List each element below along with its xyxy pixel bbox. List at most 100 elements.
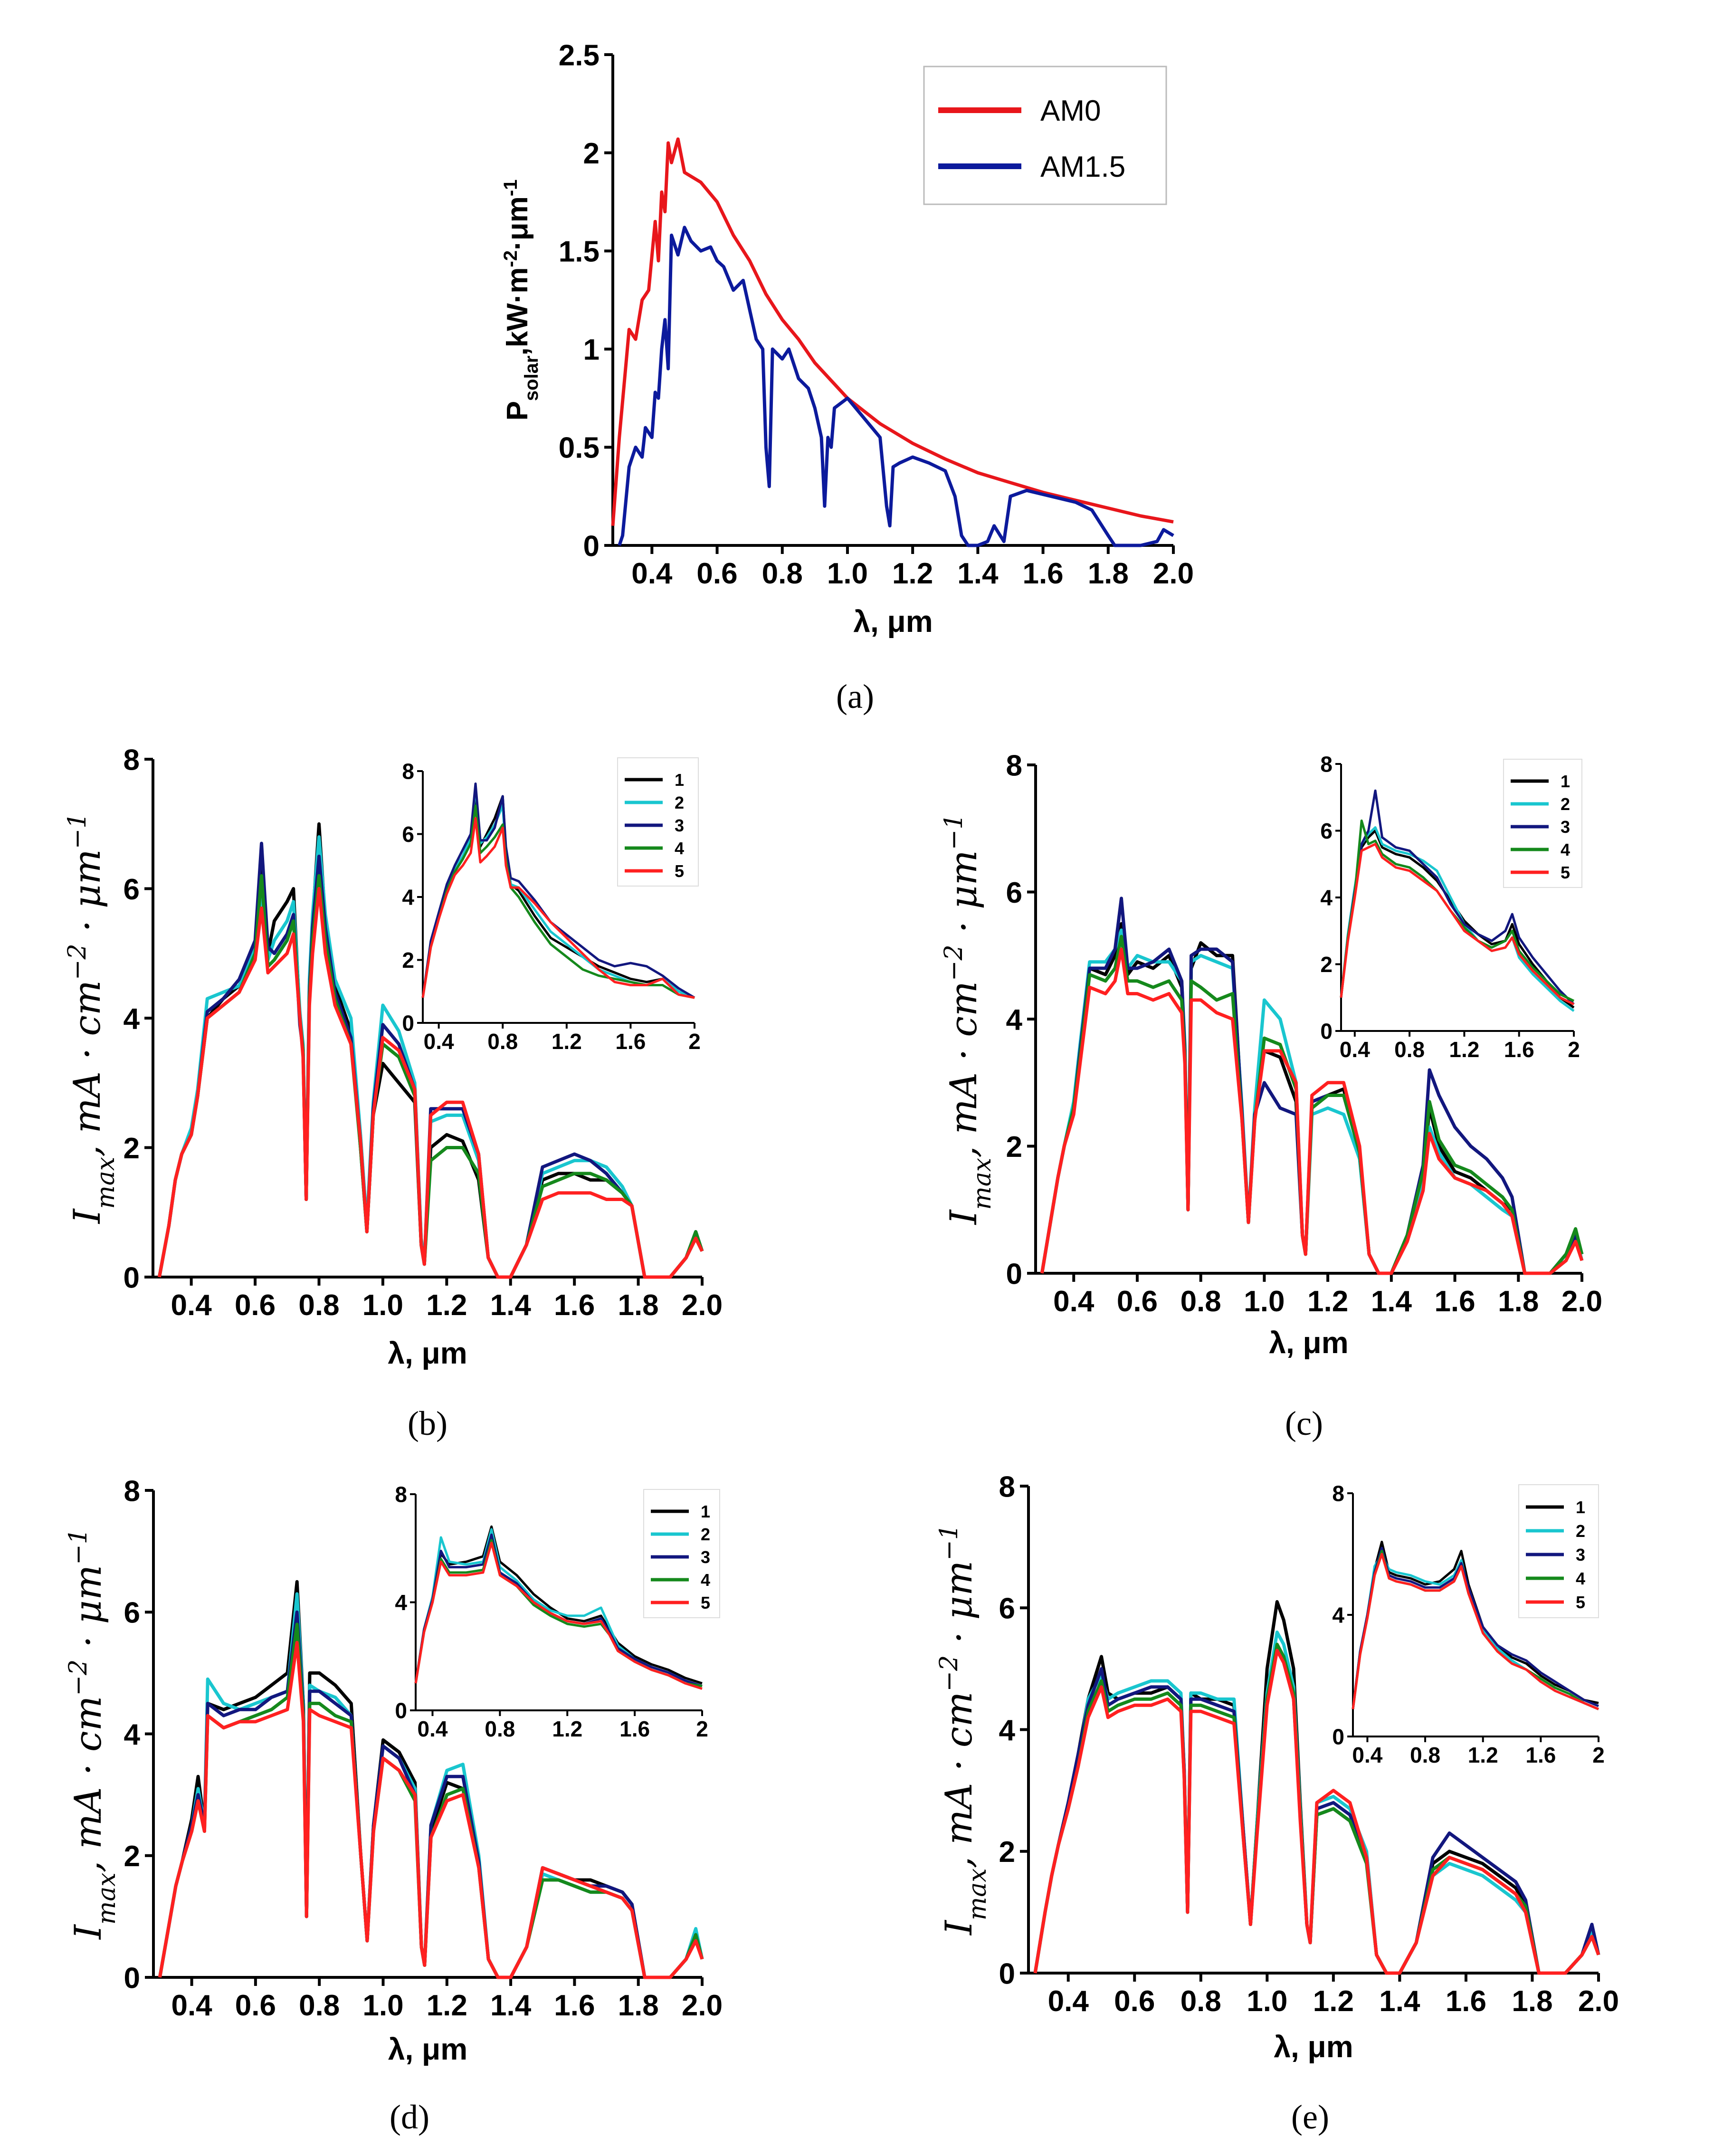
panel-e-y-tick-label: 8 bbox=[999, 1470, 1015, 1503]
panel-c-x-tick-label: 1.2 bbox=[1307, 1285, 1348, 1318]
panel-b-inset-y-tick-label: 8 bbox=[402, 759, 414, 784]
panel-c-x-tick-label: 0.8 bbox=[1180, 1285, 1221, 1318]
panel-e-y-label-exp1: −2 bbox=[935, 1655, 963, 1692]
panel-e-x-tick-label: 1.2 bbox=[1313, 1985, 1354, 2018]
panel-b-inset-series-3-line bbox=[421, 782, 695, 999]
panel-c-legend-box bbox=[1503, 759, 1582, 888]
panel-a-series-AM0-line bbox=[611, 137, 1174, 526]
panel-e-legend-label-2: 2 bbox=[1576, 1521, 1585, 1541]
panel-c-inset-series-5-line bbox=[1340, 843, 1575, 1006]
panel-d-inset-y-tick-label: 8 bbox=[395, 1482, 407, 1507]
panel-a-y-tick-label: 0.5 bbox=[559, 432, 600, 465]
panel-e-series-2-line bbox=[1033, 1631, 1600, 1975]
panel-b-inset-x-tick-label: 0.8 bbox=[487, 1029, 518, 1054]
panel-d-y-label-mid: · μm bbox=[67, 1565, 110, 1660]
panel-a-y-tick-label: 2 bbox=[583, 137, 600, 170]
panel-d-inset-x-tick-label: 2 bbox=[696, 1717, 708, 1741]
panel-e-inset-y-tick-label: 8 bbox=[1332, 1481, 1344, 1506]
panel-c-legend-label-5: 5 bbox=[1561, 863, 1570, 882]
panel-b-inset: 0.4 0.8 1.2 1.6 2 0 2 4 6 8 bbox=[402, 759, 700, 1054]
panel-a-y-tick-label: 2.5 bbox=[559, 39, 600, 72]
panel-e-y-axis-label: Imax, mA · cm−2 · μm−1 bbox=[935, 1524, 992, 1936]
panel-b-x-tick-label: 1.6 bbox=[554, 1289, 595, 1322]
panel-c-y-tick-label: 6 bbox=[1006, 877, 1022, 909]
panel-a-y-label-exp1: -2 bbox=[500, 250, 521, 267]
panel-b-series-2-line bbox=[157, 835, 704, 1279]
panel-c-inset-y-tick-label: 0 bbox=[1320, 1019, 1333, 1044]
panel-c-inset-y-tick-label: 4 bbox=[1320, 886, 1333, 910]
panel-b-x-tick-label: 0.8 bbox=[298, 1289, 339, 1322]
panel-b-legend-label-2: 2 bbox=[675, 793, 684, 812]
panel-e-y-tick-label: 4 bbox=[999, 1714, 1016, 1747]
panel-d-series-5-line bbox=[158, 1641, 704, 1979]
panel-c-series-5-line bbox=[1040, 947, 1584, 1275]
panel-b-y-label-mid: · μm bbox=[66, 849, 109, 944]
panel-d-y-tick-label: 6 bbox=[124, 1597, 140, 1630]
panel-d-y-tick-label: 0 bbox=[124, 1962, 140, 1994]
panel-d-y-tick-label: 4 bbox=[124, 1718, 141, 1751]
panel-b-inset-x-tick-label: 2 bbox=[688, 1029, 701, 1054]
panel-d-legend-label-5: 5 bbox=[701, 1593, 710, 1612]
panel-e-x-tick-label: 1.0 bbox=[1247, 1985, 1287, 2018]
panel-b-inset-y-tick-label: 4 bbox=[402, 885, 414, 910]
panel-c-inset-series-3-line bbox=[1340, 789, 1575, 1005]
panel-b-inset-y-tick-label: 0 bbox=[402, 1011, 414, 1036]
panel-e-inset-y-tick-label: 0 bbox=[1332, 1725, 1344, 1749]
panel-d-series-4-line bbox=[158, 1622, 704, 1979]
panel-b-y-label-units: , mA · cm bbox=[66, 980, 109, 1157]
panel-c-series-4-line bbox=[1040, 935, 1584, 1275]
panel-d-inset-y-tick-label: 4 bbox=[395, 1590, 407, 1615]
panel-b-series-3-line bbox=[157, 841, 704, 1279]
panel-b-x-axis-label: λ, μm bbox=[388, 1336, 467, 1370]
panel-e-caption: (e) bbox=[1291, 2098, 1329, 2136]
panel-d-y-tick-label: 2 bbox=[124, 1840, 140, 1873]
panel-c-x-tick-label: 1.6 bbox=[1434, 1285, 1475, 1318]
panel-e-series-5-line bbox=[1033, 1649, 1600, 1975]
panel-d-y-label-exp1: −2 bbox=[64, 1660, 93, 1696]
panel-e-legend-label-3: 3 bbox=[1576, 1545, 1585, 1565]
panel-c-inset: 0.4 0.8 1.2 1.6 2 0 2 4 6 8 bbox=[1320, 752, 1580, 1062]
chart-panel-c: 0.4 0.6 0.8 1.0 1.2 1.4 1.6 1.8 2.0 0 2 4 6 8 λ, μm Ima… bbox=[940, 749, 1602, 1442]
panel-c-y-label-main: I bbox=[942, 1209, 985, 1225]
panel-c-legend-label-1: 1 bbox=[1561, 772, 1570, 791]
panel-a-y-label-exp2: -1 bbox=[500, 180, 521, 197]
panel-d-inset-x-tick-label: 0.4 bbox=[417, 1717, 447, 1741]
chart-panel-d: 0.4 0.6 0.8 1.0 1.2 1.4 1.6 1.8 2.0 0 2 4 6 8 λ, μm Ima… bbox=[64, 1475, 723, 2136]
panel-b-x-tick-label: 1.4 bbox=[490, 1289, 532, 1322]
panel-d-x-tick-label: 0.6 bbox=[235, 1989, 276, 2022]
panel-c-legend-label-4: 4 bbox=[1561, 840, 1570, 859]
panel-e-y-label-sub: max bbox=[963, 1868, 992, 1920]
panel-b-y-label-exp1: −2 bbox=[63, 944, 92, 980]
panel-d-caption: (d) bbox=[390, 2098, 429, 2136]
panel-b-x-tick-label: 1.0 bbox=[362, 1289, 403, 1322]
panel-a-legend: AM0 AM1.5 bbox=[923, 66, 1167, 205]
panel-d-y-tick-label: 8 bbox=[124, 1475, 140, 1507]
panel-c-inset-x-tick-label: 1.6 bbox=[1504, 1037, 1534, 1062]
panel-d-series-1-line bbox=[158, 1580, 704, 1979]
panel-a-x-tick-label: 1.4 bbox=[957, 557, 999, 590]
panel-b-inset-x-tick-label: 1.2 bbox=[552, 1029, 582, 1054]
panel-d-inset-y-tick-label: 0 bbox=[395, 1698, 407, 1723]
panel-b-inset-y-tick-label: 2 bbox=[402, 948, 414, 973]
panel-b-y-tick-label: 8 bbox=[124, 744, 140, 776]
panel-b-inset-x-tick-label: 0.4 bbox=[424, 1029, 454, 1054]
panel-a-legend-box bbox=[923, 66, 1167, 205]
panel-a-x-tick-label: 1.6 bbox=[1022, 557, 1063, 590]
panel-a-x-tick-label: 0.4 bbox=[631, 557, 673, 590]
panel-a-x-tick-label: 0.8 bbox=[762, 557, 803, 590]
panel-c-legend-label-2: 2 bbox=[1561, 794, 1570, 814]
panel-b-legend: 1 2 3 4 5 bbox=[617, 757, 699, 887]
panel-b-y-label-main: I bbox=[66, 1208, 109, 1224]
panel-e-y-label-units: , mA · cm bbox=[938, 1691, 980, 1868]
panel-b-y-label-sub: max bbox=[92, 1157, 120, 1209]
panel-d-inset-x-tick-label: 1.2 bbox=[552, 1717, 582, 1741]
legend-label-AM15: AM1.5 bbox=[1040, 151, 1125, 183]
panel-b-y-tick-label: 4 bbox=[124, 1002, 140, 1035]
panel-d-inset-x-tick-label: 0.8 bbox=[485, 1717, 515, 1741]
panel-c-y-tick-label: 4 bbox=[1006, 1003, 1023, 1036]
panel-e-inset-x-tick-label: 1.6 bbox=[1525, 1743, 1556, 1767]
panel-c-y-label-exp2: −1 bbox=[940, 814, 968, 850]
panel-c-inset-x-tick-label: 2 bbox=[1568, 1037, 1580, 1062]
panel-c-inset-x-tick-label: 0.4 bbox=[1340, 1037, 1370, 1062]
panel-c-inset-y-tick-label: 6 bbox=[1320, 819, 1333, 843]
